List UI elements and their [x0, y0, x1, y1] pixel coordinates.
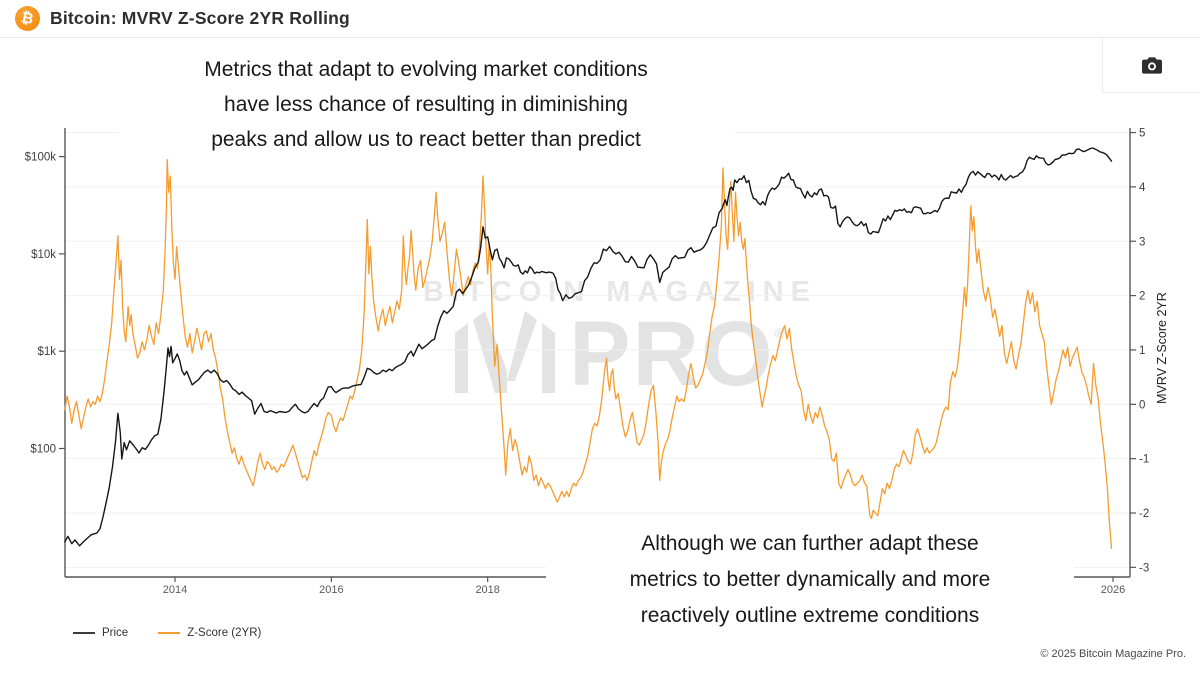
header-bar: ₿ Bitcoin: MVRV Z-Score 2YR Rolling — [0, 0, 1200, 38]
legend: Price Z-Score (2YR) — [73, 627, 291, 639]
chart-toolbar — [1102, 38, 1200, 93]
svg-text:$1k: $1k — [37, 346, 56, 358]
page-title: Bitcoin: MVRV Z-Score 2YR Rolling — [50, 8, 350, 28]
svg-text:4: 4 — [1139, 182, 1146, 194]
svg-text:-3: -3 — [1139, 562, 1149, 574]
svg-text:2018: 2018 — [475, 584, 499, 596]
registered-mark: ® — [774, 325, 785, 341]
watermark-text: BITCOIN MAGAZINE — [423, 276, 817, 308]
bitcoin-icon: ₿ — [15, 6, 40, 31]
axis-lines — [64, 128, 1131, 578]
camera-icon — [1142, 56, 1162, 74]
watermark: BITCOIN MAGAZINE PRO ® — [330, 276, 910, 400]
price-axis-labels: $100k $10k $1k $100 — [25, 152, 57, 456]
svg-text:3: 3 — [1139, 236, 1145, 248]
screenshot-button[interactable] — [1135, 51, 1169, 79]
legend-item-zscore[interactable]: Z-Score (2YR) — [158, 627, 261, 639]
top-annotation: Metrics that adapt to evolving market co… — [118, 52, 734, 157]
zscore-swatch — [158, 632, 181, 634]
price-swatch — [73, 632, 95, 634]
svg-text:5: 5 — [1139, 128, 1145, 140]
zscore-axis-title: MVRV Z-Score 2YR — [1155, 292, 1169, 404]
bottom-annotation: Although we can further adapt these metr… — [546, 526, 1074, 634]
svg-text:2016: 2016 — [319, 584, 343, 596]
zscore-axis-labels: 5 4 3 2 1 0 -1 -2 -3 — [1139, 128, 1149, 575]
svg-text:2: 2 — [1139, 291, 1145, 303]
svg-text:$10k: $10k — [31, 249, 56, 261]
legend-item-price[interactable]: Price — [73, 627, 128, 639]
svg-text:2026: 2026 — [1101, 584, 1125, 596]
zscore-series-line — [64, 159, 1113, 549]
gridlines — [65, 132, 1130, 568]
bitcoin-magazine-logo-mark — [455, 311, 556, 393]
svg-text:$100k: $100k — [25, 152, 57, 164]
legend-label: Z-Score (2YR) — [187, 627, 262, 639]
svg-text:-2: -2 — [1139, 508, 1149, 520]
svg-text:2014: 2014 — [163, 584, 187, 596]
price-series-line — [64, 147, 1113, 547]
svg-text:-1: -1 — [1139, 454, 1149, 466]
svg-text:0: 0 — [1139, 399, 1145, 411]
legend-label: Price — [102, 627, 129, 639]
tick-marks — [59, 131, 1136, 582]
svg-text:$100: $100 — [30, 444, 56, 456]
svg-text:1: 1 — [1139, 345, 1145, 357]
copyright-text: © 2025 Bitcoin Magazine Pro. — [1040, 648, 1186, 660]
